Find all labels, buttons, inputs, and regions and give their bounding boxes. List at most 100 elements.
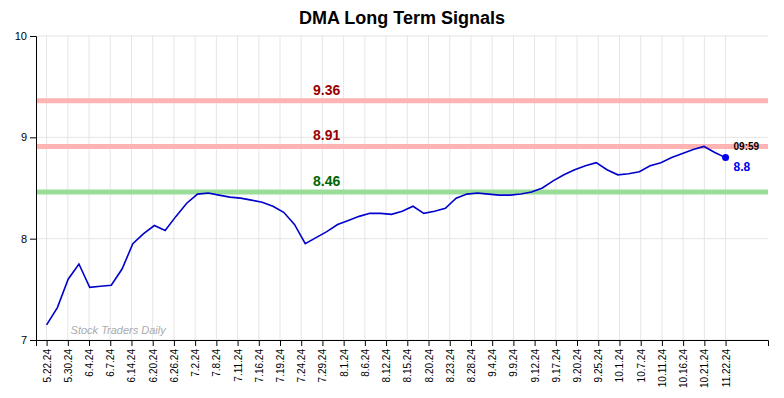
grid: [36, 36, 768, 340]
x-tick: 7.29.24: [317, 340, 328, 382]
plot: Stock Traders Daily5.22.245.30.246.4.246…: [15, 30, 769, 388]
grid-line-x: [195, 36, 196, 340]
y-tick: 7: [21, 334, 36, 346]
grid-line-x: [280, 36, 281, 340]
x-tick-mark: [492, 340, 493, 346]
x-tick: 10.7.24: [636, 340, 647, 382]
x-tick-label: 9.9.24: [508, 349, 519, 377]
x-tick: 6.14.24: [126, 340, 137, 382]
grid-line-x: [407, 36, 408, 340]
x-tick-mark: [429, 340, 430, 346]
x-tick-mark: [598, 340, 599, 346]
grid-line-x: [683, 36, 684, 340]
x-tick-mark: [301, 340, 302, 346]
last-value-label: 8.8: [734, 160, 751, 174]
grid-line-x: [46, 36, 47, 340]
x-tick-mark: [704, 340, 705, 346]
x-tick-label: 5.30.24: [63, 349, 74, 383]
x-tick-mark: [683, 340, 684, 346]
y-tick: 9: [21, 131, 36, 143]
grid-line-x: [89, 36, 90, 340]
marks: [36, 101, 768, 325]
line: [47, 146, 726, 324]
x-tick-label: 7.16.24: [254, 349, 265, 383]
x-tick: 10.11.24: [657, 340, 668, 387]
x-tick-mark: [556, 340, 557, 346]
x-tick-label: 8.28.24: [466, 349, 477, 383]
watermark: Stock Traders Daily: [71, 324, 168, 336]
grid-line-x: [386, 36, 387, 340]
x-tick: 8.28.24: [466, 340, 477, 382]
x-tick-mark: [110, 340, 111, 346]
x-tick: 9.17.24: [551, 340, 562, 382]
x-tick: 10.21.24: [699, 340, 710, 388]
x-tick: 7.24.24: [296, 340, 307, 382]
x-tick: 9.12.24: [530, 340, 541, 382]
y-axis: 7 8 9 10: [15, 30, 37, 346]
grid-line-x: [237, 36, 238, 340]
x-tick-mark: [238, 340, 239, 346]
x-tick-label: 9.25.24: [593, 349, 604, 383]
y-tick: 10: [15, 30, 36, 42]
x-tick-label: 11.22.24: [721, 349, 732, 388]
grid-line-x: [470, 36, 471, 340]
level-label: 8.91: [313, 127, 340, 143]
x-tick-mark: [450, 340, 451, 346]
grid-line-x: [152, 36, 153, 340]
level-line: [36, 190, 768, 195]
grid-line-x: [216, 36, 217, 340]
x-tick-label: 7.29.24: [317, 349, 328, 383]
grid-line-y: [36, 137, 768, 138]
x-tick-mark: [641, 340, 642, 346]
x-tick-mark: [513, 340, 514, 346]
x-tick-mark: [216, 340, 217, 346]
x-tick-label: 9.4.24: [487, 349, 498, 377]
grid-line-x: [640, 36, 641, 340]
grid-line-x: [513, 36, 514, 340]
grid-line-x: [577, 36, 578, 340]
x-tick: 7.11.24: [233, 340, 244, 382]
grid-line-x: [173, 36, 174, 340]
grid-line-y: [36, 36, 768, 37]
x-tick-mark: [344, 340, 345, 346]
x-tick-label: 7.11.24: [233, 349, 244, 382]
y-tick-label: 8: [21, 233, 27, 245]
grid-line-x: [725, 36, 726, 340]
x-tick: 9.4.24: [487, 340, 498, 377]
x-tick-mark: [365, 340, 366, 346]
y-tick-mark: [30, 137, 36, 138]
grid-line-x: [301, 36, 302, 340]
x-tick: 6.4.24: [84, 340, 95, 377]
y-tick-label: 7: [21, 334, 27, 346]
x-tick-mark: [386, 340, 387, 346]
last-point: [722, 154, 729, 161]
grid-line-x: [704, 36, 705, 340]
x-tick: 10.16.24: [678, 340, 689, 388]
x-tick: 8.23.24: [445, 340, 456, 382]
level-line: [36, 144, 768, 149]
y-tick-label: 9: [21, 131, 27, 143]
x-tick-label: 10.7.24: [636, 349, 647, 383]
grid-line-x: [598, 36, 599, 340]
level-label: 8.46: [313, 173, 340, 189]
grid-line-x: [534, 36, 535, 340]
x-tick-label: 9.20.24: [572, 349, 583, 383]
x-tick-label: 8.12.24: [381, 349, 392, 383]
x-tick-label: 9.12.24: [530, 349, 541, 383]
x-tick: 9.20.24: [572, 340, 583, 382]
y-tick: 8: [21, 233, 36, 245]
x-tick-label: 6.14.24: [126, 349, 137, 383]
y-tick-label: 10: [15, 30, 27, 42]
x-tick-mark: [322, 340, 323, 346]
grid-line-x: [492, 36, 493, 340]
y-tick-mark: [30, 36, 36, 37]
grid-line-x: [67, 36, 68, 340]
x-tick-mark: [535, 340, 536, 346]
x-tick: 6.7.24: [105, 340, 116, 377]
x-tick-mark: [89, 340, 90, 346]
x-tick: 8.15.24: [402, 340, 413, 382]
x-tick-label: 7.24.24: [296, 349, 307, 383]
x-tick-label: 10.11.24: [657, 349, 668, 388]
x-tick-label: 7.2.24: [190, 349, 201, 377]
x-tick-label: 7.8.24: [211, 349, 222, 377]
